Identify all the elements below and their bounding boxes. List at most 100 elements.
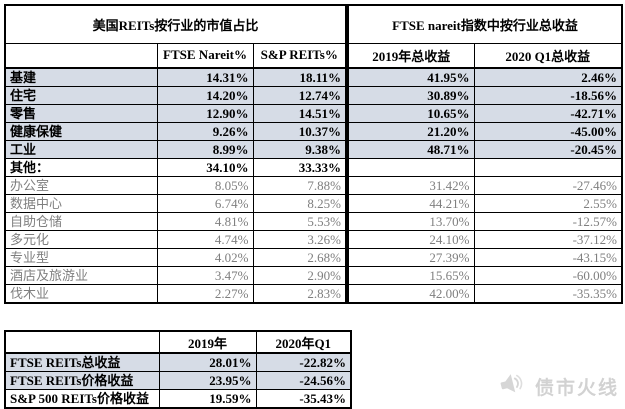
industry-label: 伐木业	[4, 284, 158, 304]
table-row: 48.71% -20.45%	[347, 140, 623, 159]
sp-reits-share-cell: 33.33%	[252, 158, 347, 177]
summary-2019-cell: 19.59%	[158, 389, 257, 409]
industry-label: 其他：	[4, 158, 158, 177]
ftse-nareit-share-cell: 8.05%	[156, 176, 254, 195]
ftse-nareit-share-cell: 12.90%	[156, 104, 254, 123]
return-2020q1-cell: -60.00%	[473, 266, 623, 285]
industry-label: 多元化	[4, 230, 158, 249]
table-row: S&P 500 REITs价格收益 19.59% -35.43%	[4, 389, 352, 409]
ftse-nareit-share-cell: 6.74%	[156, 194, 254, 213]
industry-label: 办公室	[4, 176, 158, 195]
summary-2019-cell: 28.01%	[158, 352, 257, 372]
summary-row-label: FTSE REITs总收益	[4, 352, 160, 372]
market-cap-table-title: 美国REITs按行业的市值占比	[4, 4, 347, 44]
summary-2020q1-cell: -35.43%	[255, 389, 352, 409]
return-2020q1-cell: -27.46%	[473, 176, 623, 195]
industry-label: 酒店及旅游业	[4, 266, 158, 285]
table-row: 工业 8.99% 9.38%	[4, 140, 347, 159]
table-row: 酒店及旅游业 3.47% 2.90%	[4, 266, 347, 285]
summary-row-label: S&P 500 REITs价格收益	[4, 389, 160, 409]
table-row: 15.65% -60.00%	[347, 266, 623, 285]
return-2020q1-cell: -37.12%	[473, 230, 623, 249]
table-row: FTSE REITs总收益 28.01% -22.82%	[4, 352, 352, 372]
summary-row-label: FTSE REITs价格收益	[4, 371, 160, 390]
sp-reits-share-cell: 12.74%	[252, 86, 347, 105]
return-2019-cell: 44.21%	[347, 194, 475, 213]
table-row: 21.20% -45.00%	[347, 122, 623, 141]
table-row: 自助仓储 4.81% 5.53%	[4, 212, 347, 231]
return-2020q1-cell: -45.00%	[473, 122, 623, 141]
column-header-2020q1-return: 2020 Q1总收益	[473, 42, 623, 69]
column-header-ftse-nareit: FTSE Nareit%	[156, 42, 254, 69]
table-row: 13.70% -12.57%	[347, 212, 623, 231]
returns-table-title: FTSE nareit指数中按行业总收益	[347, 4, 623, 44]
returns-table: FTSE nareit指数中按行业总收益 2019年总收益 2020 Q1总收益…	[347, 4, 623, 304]
return-2020q1-cell: 2.55%	[473, 194, 623, 213]
return-2019-cell: 30.89%	[347, 86, 475, 105]
table-row: 10.65% -42.71%	[347, 104, 623, 123]
sp-reits-share-cell: 7.88%	[252, 176, 347, 195]
sp-reits-share-cell: 5.53%	[252, 212, 347, 231]
return-2019-cell: 15.65%	[347, 266, 475, 285]
market-cap-table-body: 基建 14.31% 18.11% 住宅 14.20% 12.74% 零售 12.90% 14.5…	[4, 67, 347, 304]
return-2020q1-cell: -43.15%	[473, 248, 623, 267]
return-2019-cell: 41.95%	[347, 67, 475, 87]
table-row: 24.10% -37.12%	[347, 230, 623, 249]
industry-label: 工业	[4, 140, 158, 159]
table-row: 专业型 4.02% 2.68%	[4, 248, 347, 267]
table-row: 住宅 14.20% 12.74%	[4, 86, 347, 105]
sp-reits-share-cell: 10.37%	[252, 122, 347, 141]
sp-reits-share-cell: 2.68%	[252, 248, 347, 267]
table-row: 伐木业 2.27% 2.83%	[4, 284, 347, 304]
table-row: 27.39% -43.15%	[347, 248, 623, 267]
return-2019-cell: 21.20%	[347, 122, 475, 141]
market-cap-empty-header	[4, 42, 158, 69]
table-row: 其他： 34.10% 33.33%	[4, 158, 347, 177]
return-2019-cell: 13.70%	[347, 212, 475, 231]
summary-2020q1-cell: -22.82%	[255, 352, 352, 372]
return-2019-cell: 31.42%	[347, 176, 475, 195]
industry-label: 数据中心	[4, 194, 158, 213]
industry-label: 住宅	[4, 86, 158, 105]
table-row: 42.00% -35.35%	[347, 284, 623, 304]
table-row: 数据中心 6.74% 8.25%	[4, 194, 347, 213]
sp-reits-share-cell: 14.51%	[252, 104, 347, 123]
sp-reits-share-cell: 8.25%	[252, 194, 347, 213]
table-row: FTSE REITs价格收益 23.95% -24.56%	[4, 371, 352, 390]
return-2020q1-cell: -42.71%	[473, 104, 623, 123]
summary-2019-cell: 23.95%	[158, 371, 257, 390]
industry-label: 自助仓储	[4, 212, 158, 231]
table-row: 30.89% -18.56%	[347, 86, 623, 105]
return-2019-cell: 10.65%	[347, 104, 475, 123]
return-2020q1-cell	[473, 158, 623, 177]
summary-column-2019: 2019年	[158, 330, 257, 354]
summary-table: 2019年 2020年Q1 FTSE REITs总收益 28.01% -22.82%…	[4, 330, 352, 409]
industry-label: 专业型	[4, 248, 158, 267]
column-header-sp-reits: S&P REITs%	[252, 42, 347, 69]
sp-reits-share-cell: 9.38%	[252, 140, 347, 159]
table-row	[347, 158, 623, 177]
table-row: 44.21% 2.55%	[347, 194, 623, 213]
table-row: 办公室 8.05% 7.88%	[4, 176, 347, 195]
summary-2020q1-cell: -24.56%	[255, 371, 352, 390]
watermark: 债市火线	[498, 370, 619, 403]
ftse-nareit-share-cell: 2.27%	[156, 284, 254, 304]
industry-label: 基建	[4, 67, 158, 87]
sp-reits-share-cell: 3.26%	[252, 230, 347, 249]
market-cap-table: 美国REITs按行业的市值占比 FTSE Nareit% S&P REITs% …	[4, 4, 348, 304]
ftse-nareit-share-cell: 14.20%	[156, 86, 254, 105]
ftse-nareit-share-cell: 4.81%	[156, 212, 254, 231]
ftse-nareit-share-cell: 4.02%	[156, 248, 254, 267]
ftse-nareit-share-cell: 14.31%	[156, 67, 254, 87]
table-row: 基建 14.31% 18.11%	[4, 67, 347, 87]
summary-empty-header	[4, 330, 160, 354]
ftse-nareit-share-cell: 34.10%	[156, 158, 254, 177]
summary-column-2020q1: 2020年Q1	[255, 330, 352, 354]
watermark-text: 债市火线	[534, 378, 619, 399]
return-2020q1-cell: -12.57%	[473, 212, 623, 231]
ftse-nareit-share-cell: 9.26%	[156, 122, 254, 141]
ftse-nareit-share-cell: 4.74%	[156, 230, 254, 249]
industry-label: 健康保健	[4, 122, 158, 141]
return-2020q1-cell: -20.45%	[473, 140, 623, 159]
return-2019-cell	[347, 158, 475, 177]
